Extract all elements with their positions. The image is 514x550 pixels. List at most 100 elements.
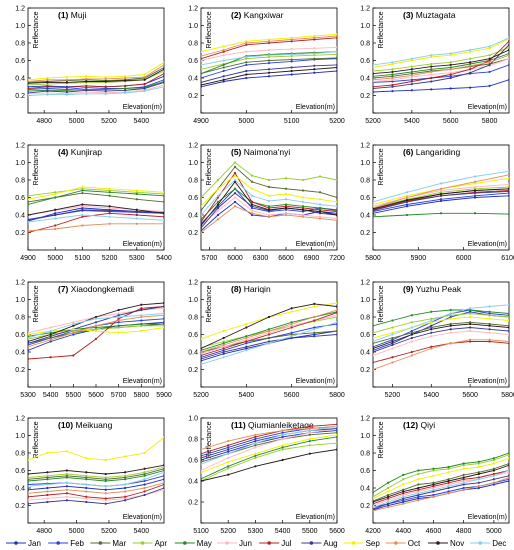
data-point — [430, 321, 433, 324]
series-line-apr — [201, 442, 337, 482]
data-point — [281, 431, 284, 434]
data-point — [85, 471, 88, 474]
data-point — [373, 368, 375, 371]
data-point — [391, 361, 394, 364]
data-point — [222, 45, 225, 48]
data-point — [162, 436, 164, 439]
x-tick-label: 5600 — [329, 528, 345, 535]
legend-item-sep: Sep — [343, 539, 381, 548]
panel-name: Qiyi — [420, 420, 435, 430]
panel-title: (2) Kangxiwar — [231, 10, 284, 20]
data-point — [201, 213, 203, 217]
data-point — [507, 57, 509, 60]
data-point — [81, 213, 84, 217]
data-point — [417, 493, 420, 497]
data-point — [94, 321, 98, 324]
data-point — [46, 76, 49, 80]
data-point — [391, 83, 394, 87]
data-point — [473, 180, 477, 183]
data-point — [28, 219, 30, 222]
y-tick-label: 0.4 — [360, 76, 370, 83]
data-point — [28, 220, 30, 224]
data-point — [391, 70, 394, 73]
series-line-mar — [373, 321, 509, 344]
data-point — [335, 69, 337, 73]
panel-number: (7) — [58, 284, 71, 294]
data-point — [417, 486, 420, 490]
data-point — [373, 72, 375, 75]
data-point — [284, 203, 288, 206]
data-point — [49, 335, 52, 338]
data-point — [402, 490, 405, 493]
y-tick-label: 1.2 — [188, 6, 198, 13]
data-point — [284, 206, 288, 210]
data-point — [507, 177, 509, 180]
data-point — [373, 506, 375, 509]
x-tick-label: 4400 — [395, 528, 411, 535]
data-point — [222, 340, 225, 343]
legend-label: Mar — [112, 539, 126, 548]
data-point — [373, 200, 375, 203]
x-tick-label: 5800 — [365, 255, 381, 262]
data-point — [373, 350, 375, 354]
data-point — [432, 483, 435, 486]
data-point — [402, 499, 405, 502]
series-line-may — [373, 452, 509, 493]
data-point — [373, 509, 375, 512]
data-point — [140, 314, 143, 317]
data-point — [233, 171, 237, 175]
data-point — [28, 499, 30, 502]
data-point — [373, 497, 375, 500]
data-point — [267, 340, 271, 343]
data-point — [227, 444, 230, 447]
data-point — [391, 342, 394, 345]
y-tick-label: 0.8 — [360, 451, 370, 458]
data-point — [124, 490, 127, 493]
data-point — [373, 63, 375, 66]
data-point — [85, 497, 88, 500]
data-point — [290, 322, 293, 326]
data-point — [507, 43, 509, 46]
data-point — [28, 340, 30, 343]
data-point — [85, 478, 88, 481]
data-point — [430, 335, 433, 338]
series-line-dec — [373, 37, 509, 66]
data-point — [373, 347, 375, 350]
data-point — [335, 56, 337, 59]
legend-item-jan: Jan — [6, 539, 41, 548]
series-line-jun — [373, 330, 509, 356]
data-point — [222, 342, 225, 345]
data-point — [162, 191, 164, 194]
data-point — [267, 206, 271, 210]
data-point — [250, 174, 254, 177]
y-tick-label: 1.2 — [15, 6, 25, 13]
panel-name: Langariding — [416, 147, 461, 157]
data-point — [391, 61, 394, 64]
data-point — [462, 483, 465, 486]
data-point — [162, 222, 164, 225]
data-point — [335, 423, 337, 426]
legend-label: Sep — [366, 539, 381, 548]
data-point — [46, 493, 49, 497]
panel-number: (5) — [231, 147, 244, 157]
data-point — [488, 324, 491, 327]
data-point — [124, 474, 127, 477]
data-point — [313, 38, 316, 41]
data-point — [507, 48, 509, 52]
y-tick-label: 0.2 — [188, 367, 198, 374]
data-point — [233, 161, 237, 164]
data-point — [449, 317, 452, 320]
series-group — [373, 36, 509, 94]
data-point — [267, 333, 271, 336]
x-axis-label: Elevation(m) — [296, 514, 335, 521]
series-line-mar — [373, 463, 509, 502]
data-point — [477, 472, 480, 476]
data-point — [373, 207, 375, 210]
data-point — [432, 495, 435, 498]
y-tick-label: 1.2 — [360, 280, 370, 287]
data-point — [250, 203, 254, 206]
data-point — [85, 75, 88, 78]
data-point — [201, 357, 203, 361]
data-point — [507, 315, 509, 319]
data-point — [94, 317, 98, 320]
